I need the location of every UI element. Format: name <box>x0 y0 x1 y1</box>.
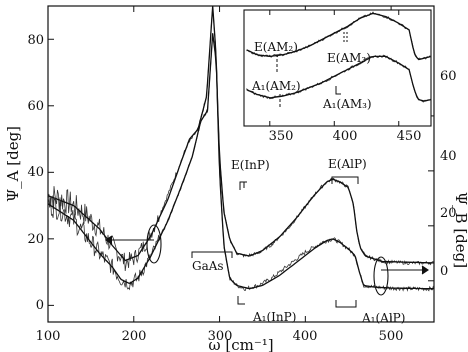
main-plot-frame <box>47 5 435 323</box>
main-series <box>47 5 435 292</box>
y-left-tick-label-20: 20 <box>27 232 44 247</box>
y-right-tick-label-40: 40 <box>440 149 457 164</box>
annotation-a1-alp: A₁(AlP) <box>361 311 405 325</box>
inset-annotation-a1-am2: A₁(AM₂) <box>251 79 301 93</box>
a1-inp-bracket <box>237 296 245 305</box>
inset-frame <box>243 9 432 127</box>
x-tick-label-400: 400 <box>293 329 318 344</box>
inset-x-tick-label-400: 400 <box>333 129 358 144</box>
y-left-tick-label-0: 0 <box>36 298 44 313</box>
a1-alp-bracket <box>335 300 357 308</box>
y-right-tick-label-60: 60 <box>440 69 457 84</box>
inset-series-3-fit <box>246 55 431 102</box>
right-axis-indicator-arrowhead <box>421 265 429 275</box>
main-series-3-fit <box>47 33 434 284</box>
x-tick-label-100: 100 <box>36 329 61 344</box>
inset-annotation-e-am2: E(AM₂) <box>254 40 298 54</box>
inset-x-tick-label-350: 350 <box>269 129 294 144</box>
mode-markers <box>191 32 359 308</box>
x-axis-title: ω [cm⁻¹] <box>208 336 273 352</box>
y-left-tick-label-60: 60 <box>27 99 44 114</box>
y-right-tick-label-20: 20 <box>440 206 457 221</box>
y-right-tick-label-0: 0 <box>440 264 448 279</box>
gaas-bracket <box>191 251 233 258</box>
left-axis-indicator-arrowhead <box>105 235 113 245</box>
y-left-tick-label-80: 80 <box>27 33 44 48</box>
inset-a1-am3-marker <box>335 86 341 95</box>
axis-indicators <box>105 224 429 296</box>
y-right-axis-title: Ψ_B [deg] <box>452 192 468 268</box>
x-tick-label-500: 500 <box>379 329 404 344</box>
annotation-a1-inp: A₁(InP) <box>252 310 296 324</box>
right-axis-indicator-ellipse <box>373 256 389 296</box>
left-axis-indicator-ellipse <box>146 224 162 264</box>
inset-annotation-a1-am3: A₁(AM₃) <box>322 97 372 111</box>
inset-annotation-e-am3: E(AM₃) <box>327 51 371 65</box>
inset-e-am3-marker <box>343 32 348 44</box>
annotation-gaas: GaAs <box>192 259 224 273</box>
x-tick-label-200: 200 <box>122 329 147 344</box>
x-tick-label-300: 300 <box>208 329 233 344</box>
annotation-e-alp: E(AlP) <box>328 157 367 171</box>
main-series-1-fit <box>47 5 434 290</box>
e-alp-bracket <box>331 176 359 184</box>
y-left-tick-label-40: 40 <box>27 165 44 180</box>
inset-x-tick-label-450: 450 <box>397 129 422 144</box>
y-left-axis-title: Ψ_A [deg] <box>4 126 22 202</box>
annotation-e-inp: E(InP) <box>231 158 270 172</box>
inset-ticks <box>269 10 400 126</box>
